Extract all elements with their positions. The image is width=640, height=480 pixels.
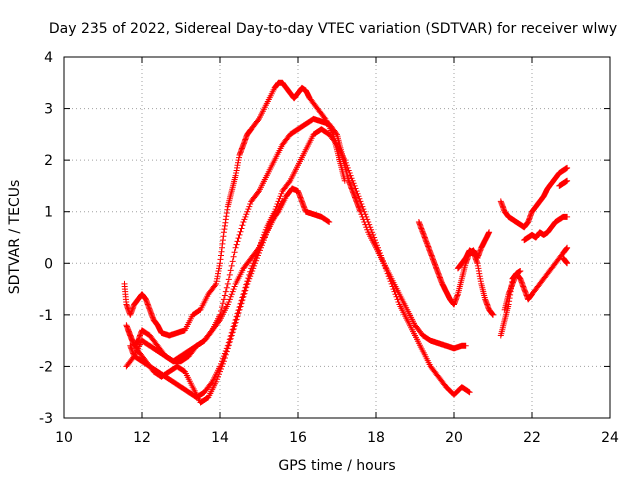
series-track-1 [121, 79, 348, 339]
x-axis-label: GPS time / hours [278, 458, 395, 474]
series-track-9 [521, 213, 571, 244]
data-point-markers [121, 79, 348, 339]
data-point-markers [125, 185, 333, 406]
data-point-markers [123, 115, 469, 365]
x-tick-label: 14 [211, 430, 229, 446]
data-marks [121, 79, 571, 406]
x-tick-label: 12 [133, 430, 151, 446]
x-tick-label: 22 [523, 430, 541, 446]
series-track-4 [125, 185, 333, 406]
y-axis-label: SDTVAR / TECUs [7, 180, 23, 295]
x-tick-label: 24 [601, 430, 619, 446]
series-track-7 [454, 247, 496, 318]
data-point-markers [454, 247, 496, 318]
axis-ticks [63, 56, 611, 419]
y-tick-label: -1 [39, 308, 53, 324]
y-tick-label: 3 [44, 102, 53, 118]
y-tick-label: -2 [39, 359, 53, 375]
plot-frame [63, 56, 611, 419]
data-point-markers [501, 268, 524, 313]
y-tick-label: 0 [44, 256, 53, 272]
data-point-markers [521, 213, 571, 244]
y-tick-label: 1 [44, 205, 53, 221]
y-tick-label: -3 [39, 411, 53, 427]
data-point-markers [123, 198, 286, 370]
x-tick-label: 10 [55, 430, 73, 446]
y-tick-label: 2 [44, 153, 53, 169]
series-track-13 [560, 255, 571, 267]
chart-title: Day 235 of 2022, Sidereal Day-to-day VTE… [49, 21, 617, 37]
x-tick-label: 20 [445, 430, 463, 446]
data-point-markers [556, 177, 571, 189]
series-track-8 [497, 164, 571, 231]
x-tick-label: 16 [289, 430, 307, 446]
series-track-12 [556, 177, 571, 189]
data-point-markers [560, 255, 571, 267]
x-tick-label: 18 [367, 430, 385, 446]
series-track-2 [123, 115, 469, 365]
series-track-5 [123, 198, 286, 370]
data-point-markers [497, 164, 571, 231]
series-track-11 [501, 268, 524, 313]
y-tick-label: 4 [44, 50, 53, 66]
